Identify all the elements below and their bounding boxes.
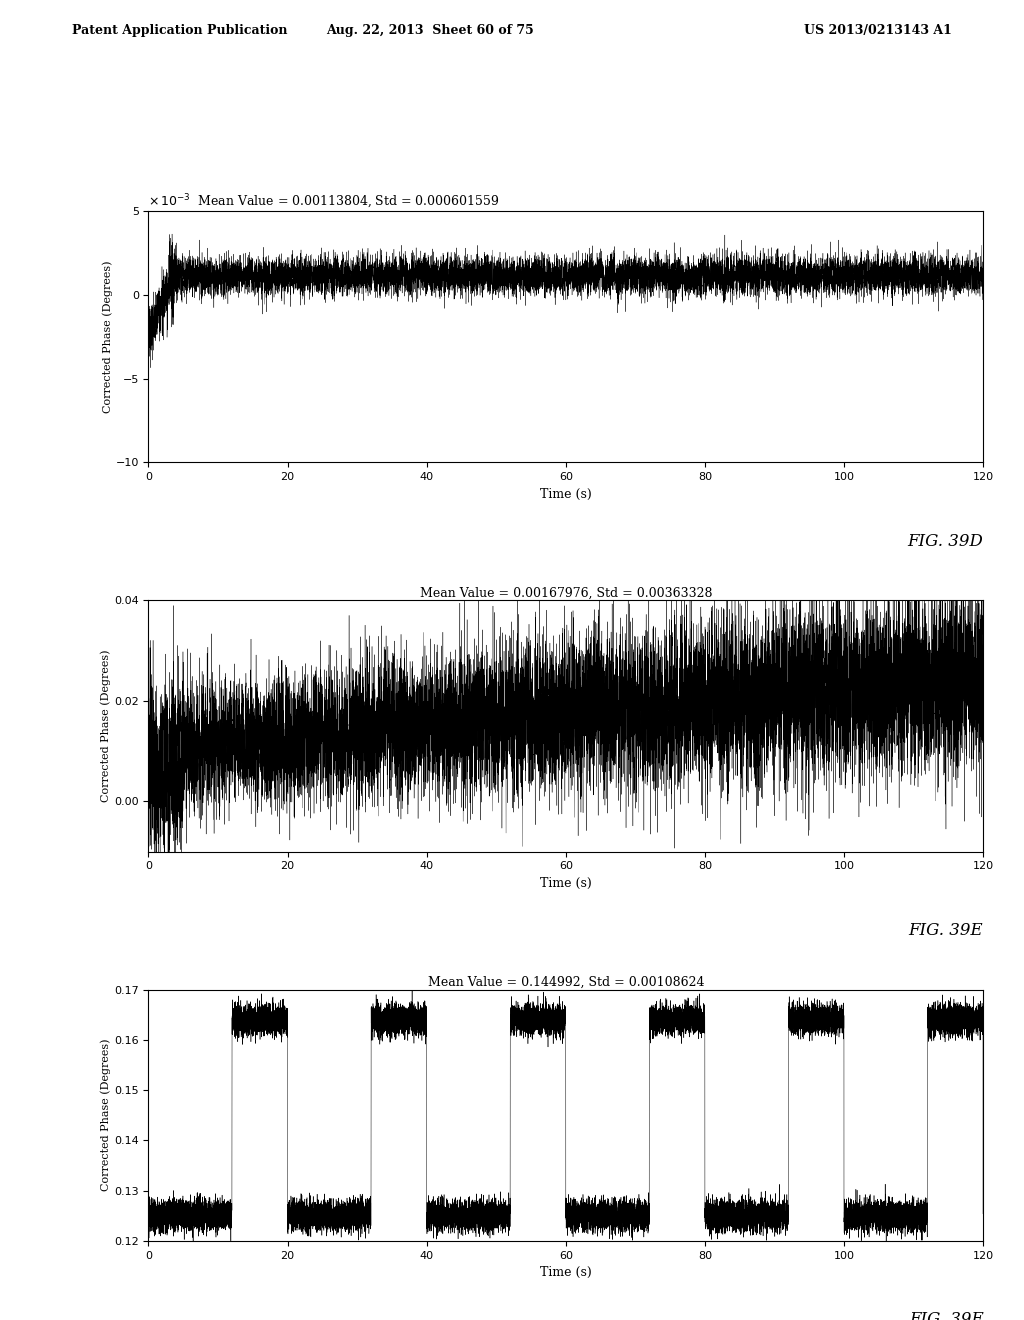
Title: Mean Value = 0.144992, Std = 0.00108624: Mean Value = 0.144992, Std = 0.00108624 — [427, 975, 705, 989]
Text: FIG. 39F: FIG. 39F — [909, 1311, 983, 1320]
Text: Patent Application Publication: Patent Application Publication — [72, 24, 287, 37]
Y-axis label: Corrected Phase (Degrees): Corrected Phase (Degrees) — [100, 649, 112, 803]
Text: FIG. 39E: FIG. 39E — [908, 921, 983, 939]
Text: Aug. 22, 2013  Sheet 60 of 75: Aug. 22, 2013 Sheet 60 of 75 — [327, 24, 534, 37]
Y-axis label: Corrected Phase (Degrees): Corrected Phase (Degrees) — [102, 260, 113, 413]
Text: $\times\,10^{-3}$  Mean Value = 0.00113804, Std = 0.000601559: $\times\,10^{-3}$ Mean Value = 0.0011380… — [148, 193, 500, 211]
X-axis label: Time (s): Time (s) — [540, 1266, 592, 1279]
X-axis label: Time (s): Time (s) — [540, 487, 592, 500]
Y-axis label: Corrected Phase (Degrees): Corrected Phase (Degrees) — [100, 1039, 112, 1192]
Text: FIG. 39D: FIG. 39D — [907, 533, 983, 549]
Title: Mean Value = 0.00167976, Std = 0.00363328: Mean Value = 0.00167976, Std = 0.0036332… — [420, 586, 712, 599]
Text: US 2013/0213143 A1: US 2013/0213143 A1 — [805, 24, 952, 37]
X-axis label: Time (s): Time (s) — [540, 876, 592, 890]
